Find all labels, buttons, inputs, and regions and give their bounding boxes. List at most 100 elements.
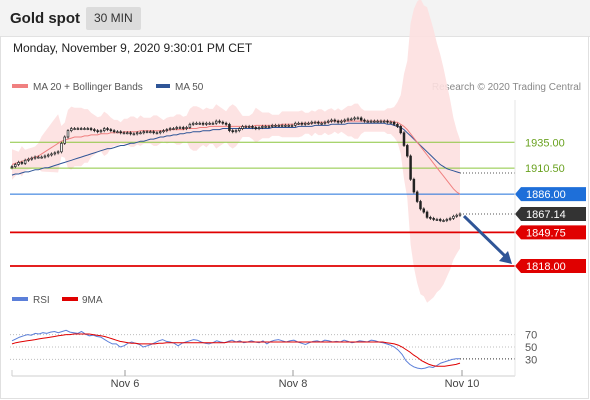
candle-body (109, 129, 113, 132)
candle-body (382, 120, 386, 123)
candle-body (307, 122, 310, 125)
candle-body (66, 130, 70, 138)
rsi-tick-70: 70 (525, 330, 537, 342)
candle-body (195, 122, 198, 125)
candle-body (412, 178, 416, 193)
candle-body (369, 120, 373, 123)
candle-body (336, 120, 340, 123)
candle-body (402, 132, 406, 146)
candle-body (234, 130, 238, 133)
candle-body (330, 119, 333, 122)
candle-body (313, 121, 317, 124)
candle-body (254, 127, 258, 129)
candle-body (396, 123, 399, 127)
legend-rsi-label: RSI (33, 295, 50, 306)
candle-body (300, 122, 304, 125)
candle-body (389, 121, 393, 124)
candle-body (224, 122, 228, 125)
candle-body (33, 156, 37, 159)
candle-body (422, 208, 426, 213)
level-label-1849.75: 1849.75 (526, 227, 566, 239)
legend-ma9-swatch (62, 297, 78, 301)
level-label-1910.50: 1910.50 (525, 163, 565, 175)
candle-body (83, 128, 86, 130)
candle-body (438, 219, 442, 221)
candle-body (406, 145, 409, 157)
candle-body (198, 122, 202, 125)
x-tick-label: Nov 6 (111, 378, 140, 390)
candle-body (425, 211, 429, 218)
candle-body (116, 131, 119, 134)
candle-body (455, 214, 458, 217)
legend-ma9-label: 9MA (82, 295, 103, 306)
candle-body (247, 126, 251, 128)
candle-body (201, 122, 205, 125)
last-price-label: 1867.14 (526, 209, 566, 221)
candle-body (188, 123, 192, 128)
candle-body (158, 131, 162, 134)
candle-body (27, 158, 30, 161)
candle-body (310, 121, 314, 124)
candle-body (14, 164, 17, 167)
candle-body (241, 126, 244, 129)
candle-body (392, 121, 396, 125)
candle-body (432, 218, 435, 220)
candle-body (419, 201, 422, 210)
candle-body (96, 130, 99, 133)
credit-text: Research © 2020 Trading Central (432, 82, 581, 93)
candle-body (257, 127, 261, 129)
candle-body (415, 191, 419, 202)
legend-ma20-swatch (12, 84, 28, 88)
rsi-line (11, 329, 460, 370)
candle-body (20, 162, 24, 164)
forecast-arrow (462, 214, 508, 259)
candle-body (363, 119, 366, 122)
candle-body (251, 126, 254, 128)
candle-body (43, 155, 47, 158)
level-tag-1849.75 (515, 225, 586, 240)
candle-body (73, 128, 76, 130)
candle-body (23, 159, 27, 164)
candle-body (99, 130, 103, 133)
candle-body (284, 125, 287, 127)
candle-body (231, 130, 234, 133)
candle-body (79, 128, 83, 130)
candle-body (350, 118, 353, 121)
candle-body (168, 128, 172, 130)
candle-body (142, 131, 146, 134)
forecast-arrowhead (499, 250, 512, 264)
chart-frame (0, 36, 589, 399)
candle-body (287, 125, 290, 127)
candle-body (145, 131, 149, 134)
candle-body (175, 127, 178, 129)
candle-body (132, 133, 136, 136)
candle-body (56, 151, 60, 154)
candle-body (353, 117, 356, 120)
candle-body (40, 156, 43, 159)
date-label: Monday, November 9, 2020 9:30:01 PM CET (13, 41, 253, 55)
candle-body (182, 127, 185, 129)
candle-body (290, 125, 294, 127)
candle-body (70, 128, 73, 132)
candle-body (221, 121, 225, 124)
candle-body (218, 120, 221, 123)
last-price-tag (515, 207, 586, 222)
candle-body (172, 128, 175, 130)
candle-body (379, 120, 383, 123)
candle-body (30, 157, 34, 160)
candle-body (17, 162, 20, 165)
level-tag-1886.00 (515, 187, 586, 202)
ma50-line (11, 122, 461, 176)
legend-rsi-swatch (12, 297, 28, 301)
candle-body (270, 125, 274, 127)
instrument-title: Gold spot (10, 10, 80, 27)
timeframe-badge[interactable]: 30 MIN (86, 7, 141, 30)
legend-ma50-label: MA 50 (175, 82, 204, 93)
rsi-tick-30: 30 (525, 354, 537, 366)
candle-body (50, 153, 53, 156)
candle-body (326, 120, 330, 123)
candle-body (208, 122, 211, 125)
candle-body (294, 122, 297, 126)
candle-body (102, 128, 106, 132)
